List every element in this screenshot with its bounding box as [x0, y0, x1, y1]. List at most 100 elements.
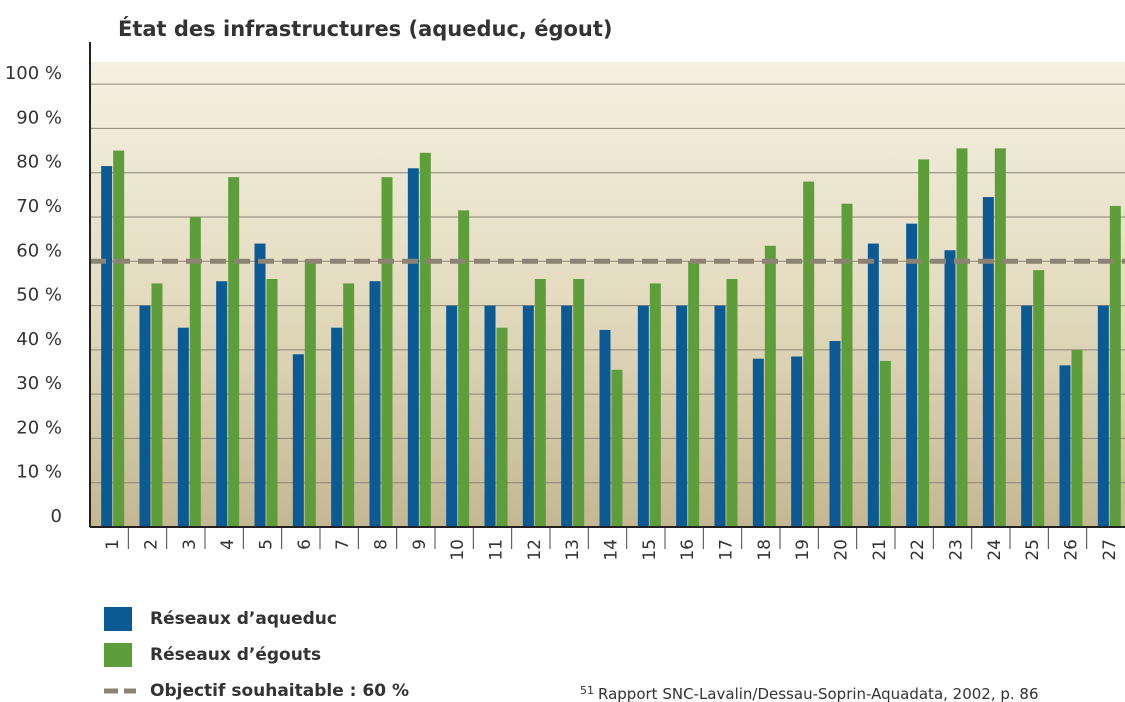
- y-tick-label: 80 %: [16, 152, 62, 173]
- bar: [867, 243, 879, 528]
- bar: [791, 356, 803, 527]
- x-tick-label: 27: [1100, 539, 1120, 561]
- x-tick-label: 16: [678, 539, 698, 561]
- y-tick-label: 20 %: [16, 417, 62, 438]
- bar: [994, 148, 1006, 527]
- bar: [649, 283, 661, 527]
- bar: [254, 243, 266, 528]
- bar: [906, 223, 918, 527]
- x-tick-label: 10: [448, 539, 468, 561]
- legend-swatch: [104, 643, 132, 667]
- x-tick-label: 3: [180, 539, 200, 550]
- bar: [304, 259, 316, 527]
- bar: [139, 305, 151, 527]
- footnote: 51 Rapport SNC-Lavalin/Dessau-Soprin-Aqua…: [580, 684, 1039, 702]
- x-tick-label: 26: [1062, 539, 1082, 561]
- bar: [726, 279, 738, 527]
- bar: [407, 168, 419, 528]
- legend-swatch: [104, 607, 132, 631]
- x-tick-label: 25: [1023, 539, 1043, 561]
- bar: [1021, 305, 1033, 527]
- bar: [266, 279, 278, 527]
- bar: [228, 177, 240, 527]
- bar: [113, 150, 125, 528]
- x-tick-label: 2: [142, 539, 162, 550]
- x-tick-label: 7: [333, 539, 353, 550]
- bar: [496, 327, 508, 527]
- chart-title: État des infrastructures (aqueduc, égout…: [118, 16, 613, 41]
- bar: [611, 369, 623, 527]
- bar: [803, 181, 815, 528]
- bar: [343, 283, 355, 527]
- bar: [829, 341, 841, 527]
- bar: [573, 279, 585, 527]
- y-tick-label: 0: [51, 506, 62, 527]
- x-tick-label: 13: [563, 539, 583, 561]
- x-tick-label: 20: [832, 539, 852, 561]
- legend-label: Réseaux d’égouts: [150, 645, 321, 665]
- bar: [369, 281, 381, 527]
- x-tick-label: 12: [525, 539, 545, 561]
- bar: [446, 305, 458, 527]
- x-tick-label: 1: [103, 539, 123, 550]
- bar: [1059, 365, 1071, 527]
- x-tick-label: 23: [947, 539, 967, 561]
- x-tick-label: 21: [870, 539, 890, 561]
- x-tick-label: 6: [295, 539, 315, 550]
- legend-label: Objectif souhaitable : 60 %: [150, 681, 409, 701]
- bar: [918, 159, 930, 527]
- x-tick-label: 5: [257, 539, 277, 550]
- bar: [101, 166, 113, 528]
- bar: [458, 210, 470, 527]
- bar: [1097, 305, 1109, 527]
- bar: [841, 203, 853, 527]
- bar: [534, 279, 546, 527]
- bar: [216, 281, 228, 527]
- y-tick-label: 30 %: [16, 373, 62, 394]
- bar: [879, 360, 891, 527]
- x-tick-label: 22: [908, 539, 928, 561]
- bar: [484, 305, 496, 527]
- bar: [982, 197, 994, 528]
- y-tick-label: 50 %: [16, 285, 62, 306]
- x-tick-label: 15: [640, 539, 660, 561]
- bar: [764, 245, 776, 528]
- x-tick-label: 11: [487, 539, 507, 561]
- y-tick-label: 10 %: [16, 462, 62, 483]
- bar: [331, 327, 343, 527]
- bar: [419, 152, 431, 528]
- y-tick-label: 40 %: [16, 329, 62, 350]
- y-tick-label: 60 %: [16, 240, 62, 261]
- footnote-number: 51: [580, 684, 594, 697]
- x-tick-label: 17: [717, 539, 737, 561]
- bar: [1071, 349, 1083, 527]
- bar: [177, 327, 189, 527]
- x-tick-label: 18: [755, 539, 775, 561]
- bar: [561, 305, 573, 527]
- bar: [752, 358, 764, 527]
- bar: [599, 329, 611, 527]
- bar: [714, 305, 726, 527]
- bar: [944, 250, 956, 527]
- bar: [688, 261, 700, 527]
- bar: [189, 217, 201, 527]
- bar: [522, 305, 534, 527]
- y-tick-label: 90 %: [16, 107, 62, 128]
- bar: [151, 283, 163, 527]
- x-tick-label: 19: [793, 539, 813, 561]
- bar: [1033, 270, 1045, 527]
- x-tick-label: 4: [218, 539, 238, 550]
- y-tick-label: 100 %: [5, 63, 62, 84]
- x-tick-label: 8: [372, 539, 392, 550]
- x-tick-label: 9: [410, 539, 430, 550]
- bar: [292, 354, 304, 527]
- x-tick-label: 14: [602, 539, 622, 561]
- bar: [637, 305, 649, 527]
- bar: [381, 177, 393, 527]
- bar: [956, 148, 968, 527]
- x-tick-label: 24: [985, 539, 1005, 561]
- bar: [1109, 205, 1121, 527]
- bar: [676, 305, 688, 527]
- y-tick-label: 70 %: [16, 196, 62, 217]
